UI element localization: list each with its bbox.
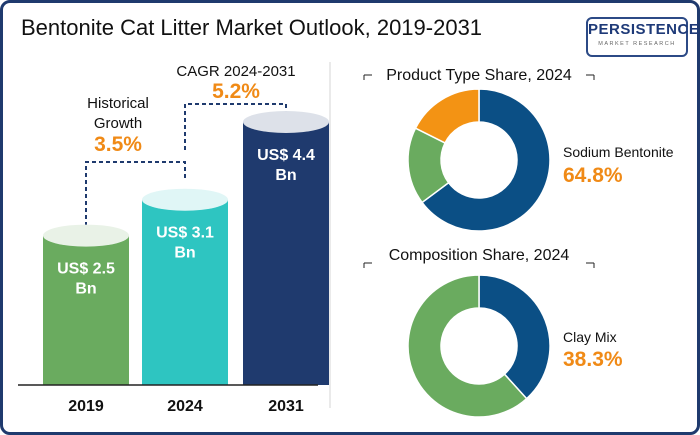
x-tick-label-2031: 2031	[268, 398, 304, 415]
bar-2031	[243, 122, 329, 385]
logo-wordmark: PERSISTENCE	[588, 21, 700, 38]
bar-value-unit-2024: Bn	[174, 245, 195, 262]
chart-title: Bentonite Cat Litter Market Outlook, 201…	[21, 15, 483, 40]
donut2-highlight-value: 38.3%	[563, 348, 623, 371]
product-type-donut	[407, 88, 551, 232]
bar-value-label-2024: US$ 3.1	[156, 225, 214, 242]
cagr-value: 5.2%	[212, 80, 260, 103]
composition-donut	[407, 274, 551, 418]
bar-2019	[43, 235, 129, 385]
donut1-title: Product Type Share, 2024	[386, 67, 572, 84]
cagr-label: CAGR 2024-2031	[176, 63, 295, 80]
historical-label-line2: Growth	[94, 115, 142, 132]
donut2-highlight-label: Clay Mix	[563, 329, 617, 345]
bar-chart: US$ 2.5 Bn 2019 US$ 3.1 Bn 2024 US$ 4.4 Bn 2031	[43, 111, 329, 415]
bar-top-2019	[43, 224, 129, 247]
donut1-slice-2	[414, 88, 480, 144]
donut1-highlight-label: Sodium Bentonite	[563, 144, 674, 160]
bar-value-unit-2031: Bn	[275, 167, 296, 184]
bar-top-2024	[142, 188, 228, 211]
donut1-highlight-value: 64.8%	[563, 164, 623, 187]
bar-top-2031	[243, 111, 329, 133]
bar-value-label-2019: US$ 2.5	[57, 261, 115, 278]
bar-value-label-2031: US$ 4.4	[257, 147, 315, 164]
historical-label-line1: Historical	[87, 95, 149, 112]
donut1-slice-0	[421, 88, 551, 232]
historical-value: 3.5%	[94, 133, 142, 156]
donut2-slice-0	[478, 274, 551, 400]
x-tick-label-2019: 2019	[68, 398, 104, 415]
logo-tagline: MARKET RESEARCH	[598, 41, 676, 47]
x-tick-label-2024: 2024	[167, 398, 203, 415]
historical-connector	[85, 161, 186, 240]
bar-2024	[142, 199, 228, 385]
donut2-title: Composition Share, 2024	[389, 247, 570, 264]
donut2-slice-1	[407, 274, 528, 418]
bar-value-unit-2019: Bn	[75, 281, 96, 298]
company-logo: PERSISTENCE MARKET RESEARCH	[586, 17, 700, 57]
